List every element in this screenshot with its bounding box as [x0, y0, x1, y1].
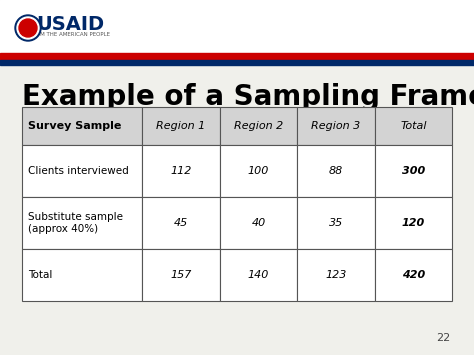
Text: USAID: USAID	[36, 16, 104, 34]
Bar	[374, 107, 452, 145]
Text: 123: 123	[325, 270, 346, 280]
Text: 140: 140	[248, 270, 269, 280]
Bar	[374, 145, 452, 197]
Bar	[297, 107, 374, 145]
Text: FROM THE AMERICAN PEOPLE: FROM THE AMERICAN PEOPLE	[29, 33, 110, 38]
Bar	[297, 249, 374, 301]
Bar	[142, 249, 220, 301]
Text: 35: 35	[329, 218, 343, 228]
Text: 88: 88	[329, 166, 343, 176]
Bar	[297, 197, 374, 249]
Circle shape	[15, 15, 41, 41]
Text: Total: Total	[400, 121, 427, 131]
Bar	[0, 60, 474, 65]
Bar	[142, 145, 220, 197]
Circle shape	[17, 17, 39, 39]
Text: Region 1: Region 1	[156, 121, 206, 131]
Text: Clients interviewed: Clients interviewed	[28, 166, 129, 176]
Bar	[220, 197, 297, 249]
Bar	[22, 145, 142, 197]
Text: 420: 420	[401, 270, 425, 280]
Bar	[22, 249, 142, 301]
Text: Survey Sample: Survey Sample	[28, 121, 121, 131]
Text: 112: 112	[171, 166, 192, 176]
Bar	[22, 107, 142, 145]
Text: Region 3: Region 3	[311, 121, 361, 131]
Bar	[220, 107, 297, 145]
Text: Region 2: Region 2	[234, 121, 283, 131]
Bar	[374, 197, 452, 249]
Bar	[220, 249, 297, 301]
Text: 300: 300	[401, 166, 425, 176]
Bar	[22, 197, 142, 249]
Text: 40: 40	[251, 218, 265, 228]
Text: 22: 22	[436, 333, 450, 343]
Text: Example of a Sampling Frame: Example of a Sampling Frame	[22, 83, 474, 111]
Text: Substitute sample
(approx 40%): Substitute sample (approx 40%)	[28, 212, 123, 234]
Text: 45: 45	[174, 218, 188, 228]
Bar	[374, 249, 452, 301]
Bar	[0, 53, 474, 60]
Text: Total: Total	[28, 270, 52, 280]
Bar	[297, 145, 374, 197]
Bar	[220, 145, 297, 197]
Bar	[142, 107, 220, 145]
Text: 100: 100	[248, 166, 269, 176]
Circle shape	[19, 19, 37, 37]
Text: 120: 120	[401, 218, 425, 228]
Bar	[0, 0, 474, 55]
Bar	[142, 197, 220, 249]
Text: 157: 157	[171, 270, 192, 280]
